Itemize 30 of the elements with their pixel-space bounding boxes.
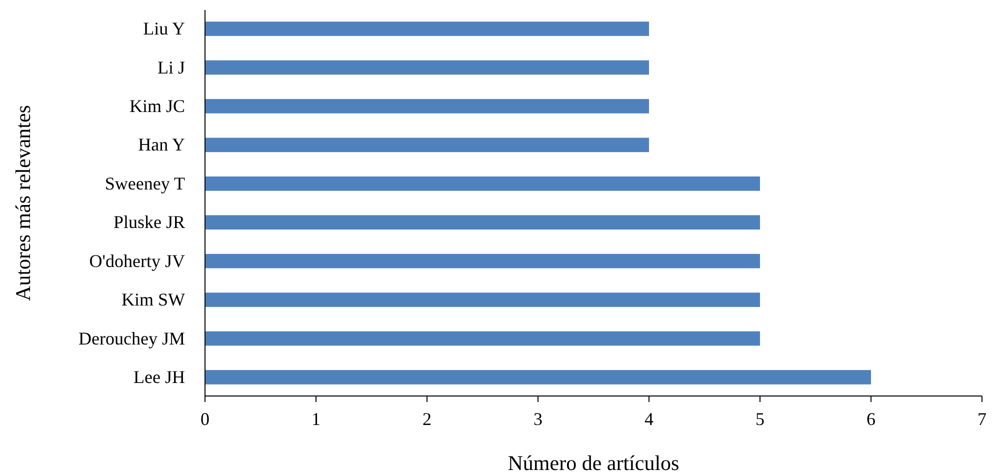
x-tick-label: 4 [644,408,654,429]
bar [205,138,649,152]
x-tick-label: 2 [422,408,432,429]
bar [205,254,760,268]
x-axis-title: Número de artículos [508,451,680,475]
bar [205,292,760,307]
x-tick-label: 5 [756,408,764,429]
y-tick-label: Kim SW [121,290,185,310]
y-tick-label: Sweeney T [104,173,185,194]
bar [205,60,649,75]
y-axis-title: Autores más relevantes [11,105,35,301]
y-tick-label: Han Y [138,134,185,155]
bar [205,370,871,384]
bar [205,331,760,346]
x-tick-label: 0 [200,408,210,429]
y-tick-label: Li J [157,57,185,78]
y-tick-label: Liu Y [143,18,185,39]
bar [205,176,760,191]
bar [205,22,649,36]
bar [205,215,760,230]
bar [205,99,649,114]
x-tick-label: 7 [978,408,986,429]
y-tick-label: O'doherty JV [89,250,185,271]
x-tick-label: 6 [866,408,876,429]
x-tick-label: 1 [312,408,320,429]
y-tick-label: Lee JH [134,366,185,387]
y-tick-label: Kim JC [129,96,185,116]
y-tick-label: Derouchey JM [78,328,185,348]
y-tick-label: Pluske JR [113,212,185,232]
x-tick-label: 3 [534,408,542,429]
